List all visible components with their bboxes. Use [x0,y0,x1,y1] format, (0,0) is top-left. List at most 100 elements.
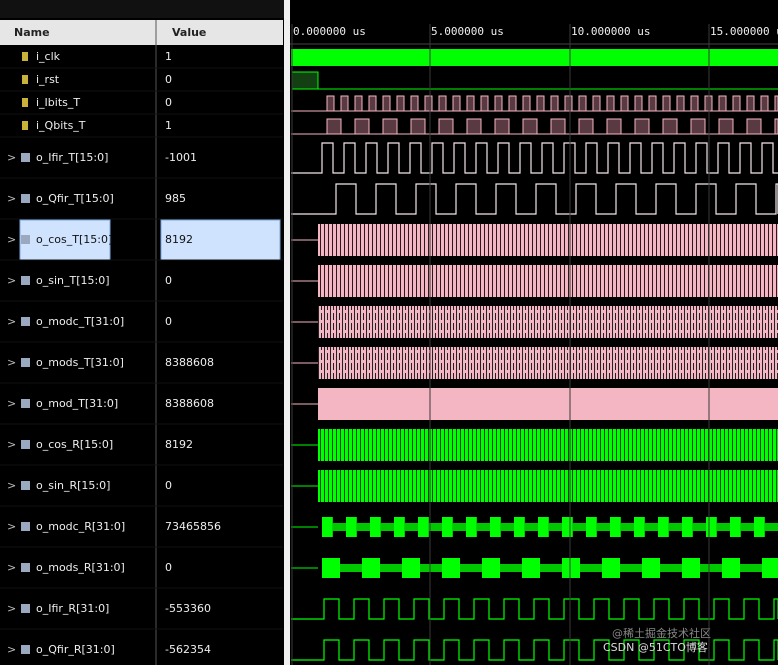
signal-name[interactable]: o_sin_R[15:0] [36,479,110,492]
signal-icon [21,645,30,654]
signal-trace [682,517,693,537]
signal-trace [740,564,762,572]
signal-trace [578,95,587,112]
signal-trace [620,564,642,572]
signal-trace [356,523,370,531]
signal-trace [340,95,349,112]
signal-trace [522,558,540,578]
signal-trace [402,558,420,578]
signal-trace [500,564,522,572]
expand-arrow: > [7,561,16,574]
signal-trace [380,564,402,572]
signal-trace [764,523,778,531]
signal-name[interactable]: o_Qfir_T[15:0] [36,192,114,205]
signal-trace [564,95,573,112]
signal-trace [662,118,678,135]
signal-name[interactable]: o_mods_R[31:0] [36,561,125,574]
signal-trace [550,95,559,112]
time-label: 15.000000 us [710,25,778,38]
signal-trace [596,523,610,531]
signal-trace [318,224,778,256]
signal-name[interactable]: o_Ifir_T[15:0] [36,151,108,164]
signal-trace [354,118,370,135]
signal-trace [476,523,490,531]
signal-name[interactable]: o_mod_T[31:0] [36,397,118,410]
signal-icon [21,194,30,203]
signal-trace [410,95,419,112]
signal-name[interactable]: o_sin_T[15:0] [36,274,110,287]
signal-trace [466,118,482,135]
signal-trace [442,558,460,578]
signal-trace [746,95,755,112]
time-label: 10.000000 us [571,25,650,38]
signal-trace [620,95,629,112]
signal-trace [508,95,517,112]
signal-name[interactable]: o_modc_T[31:0] [36,315,124,328]
signal-name[interactable]: o_Qfir_R[31:0] [36,643,115,656]
signal-name[interactable]: i_Qbits_T [36,119,86,132]
signal-trace [540,564,562,572]
expand-arrow: > [7,315,16,328]
signal-trace [291,639,778,661]
signal-trace [634,95,643,112]
signal-value: 1 [165,119,172,132]
signal-trace [586,517,597,537]
signal-trace [438,95,447,112]
signal-trace [634,118,650,135]
signal-name[interactable]: o_cos_T[15:0] [36,233,112,246]
signal-trace [572,523,586,531]
watermark: CSDN @51CTO博客 [603,640,708,654]
signal-trace [754,517,765,537]
left-panel [0,0,285,665]
signal-icon [21,317,30,326]
signal-trace [668,523,682,531]
signal-trace [326,95,335,112]
signal-trace [322,517,333,537]
signal-trace [610,517,621,537]
signal-name[interactable]: o_mods_T[31:0] [36,356,124,369]
expand-arrow: > [7,151,16,164]
signal-trace [438,118,454,135]
signal-name[interactable]: i_rst [36,73,60,86]
signal-trace [746,118,762,135]
signal-value: 8388608 [165,397,214,410]
selected-name [19,219,111,261]
value-header[interactable]: Value [172,26,206,39]
signal-trace [648,95,657,112]
signal-value: 73465856 [165,520,221,533]
signal-name[interactable]: i_Ibits_T [36,96,80,109]
signal-icon [22,75,28,84]
signal-trace [322,558,340,578]
signal-trace [318,429,778,461]
signal-trace [466,517,477,537]
signal-name[interactable]: o_modc_R[31:0] [36,520,125,533]
expand-arrow: > [7,233,16,246]
signal-trace [716,523,730,531]
signal-trace [538,517,549,537]
signal-trace [452,95,461,112]
signal-trace [718,118,734,135]
signal-icon [21,522,30,531]
signal-trace [418,517,429,537]
splitter[interactable] [284,0,290,665]
signal-icon [21,153,30,162]
watermark: @稀土掘金技术社区 [612,626,711,640]
signal-trace [562,558,580,578]
signal-value: 0 [165,561,172,574]
signal-trace [370,517,381,537]
signal-value: 1 [165,50,172,63]
signal-trace [660,564,682,572]
signal-name[interactable]: o_Ifir_R[31:0] [36,602,109,615]
signal-trace [606,95,615,112]
signal-trace [634,517,645,537]
signal-trace [318,470,778,502]
signal-trace [291,71,319,90]
signal-name[interactable]: o_cos_R[15:0] [36,438,113,451]
signal-name[interactable]: i_clk [36,50,61,63]
signal-trace [578,118,594,135]
signal-trace [318,347,778,379]
expand-arrow: > [7,479,16,492]
signal-trace [494,118,510,135]
signal-icon [21,235,30,244]
name-header[interactable]: Name [14,26,50,39]
